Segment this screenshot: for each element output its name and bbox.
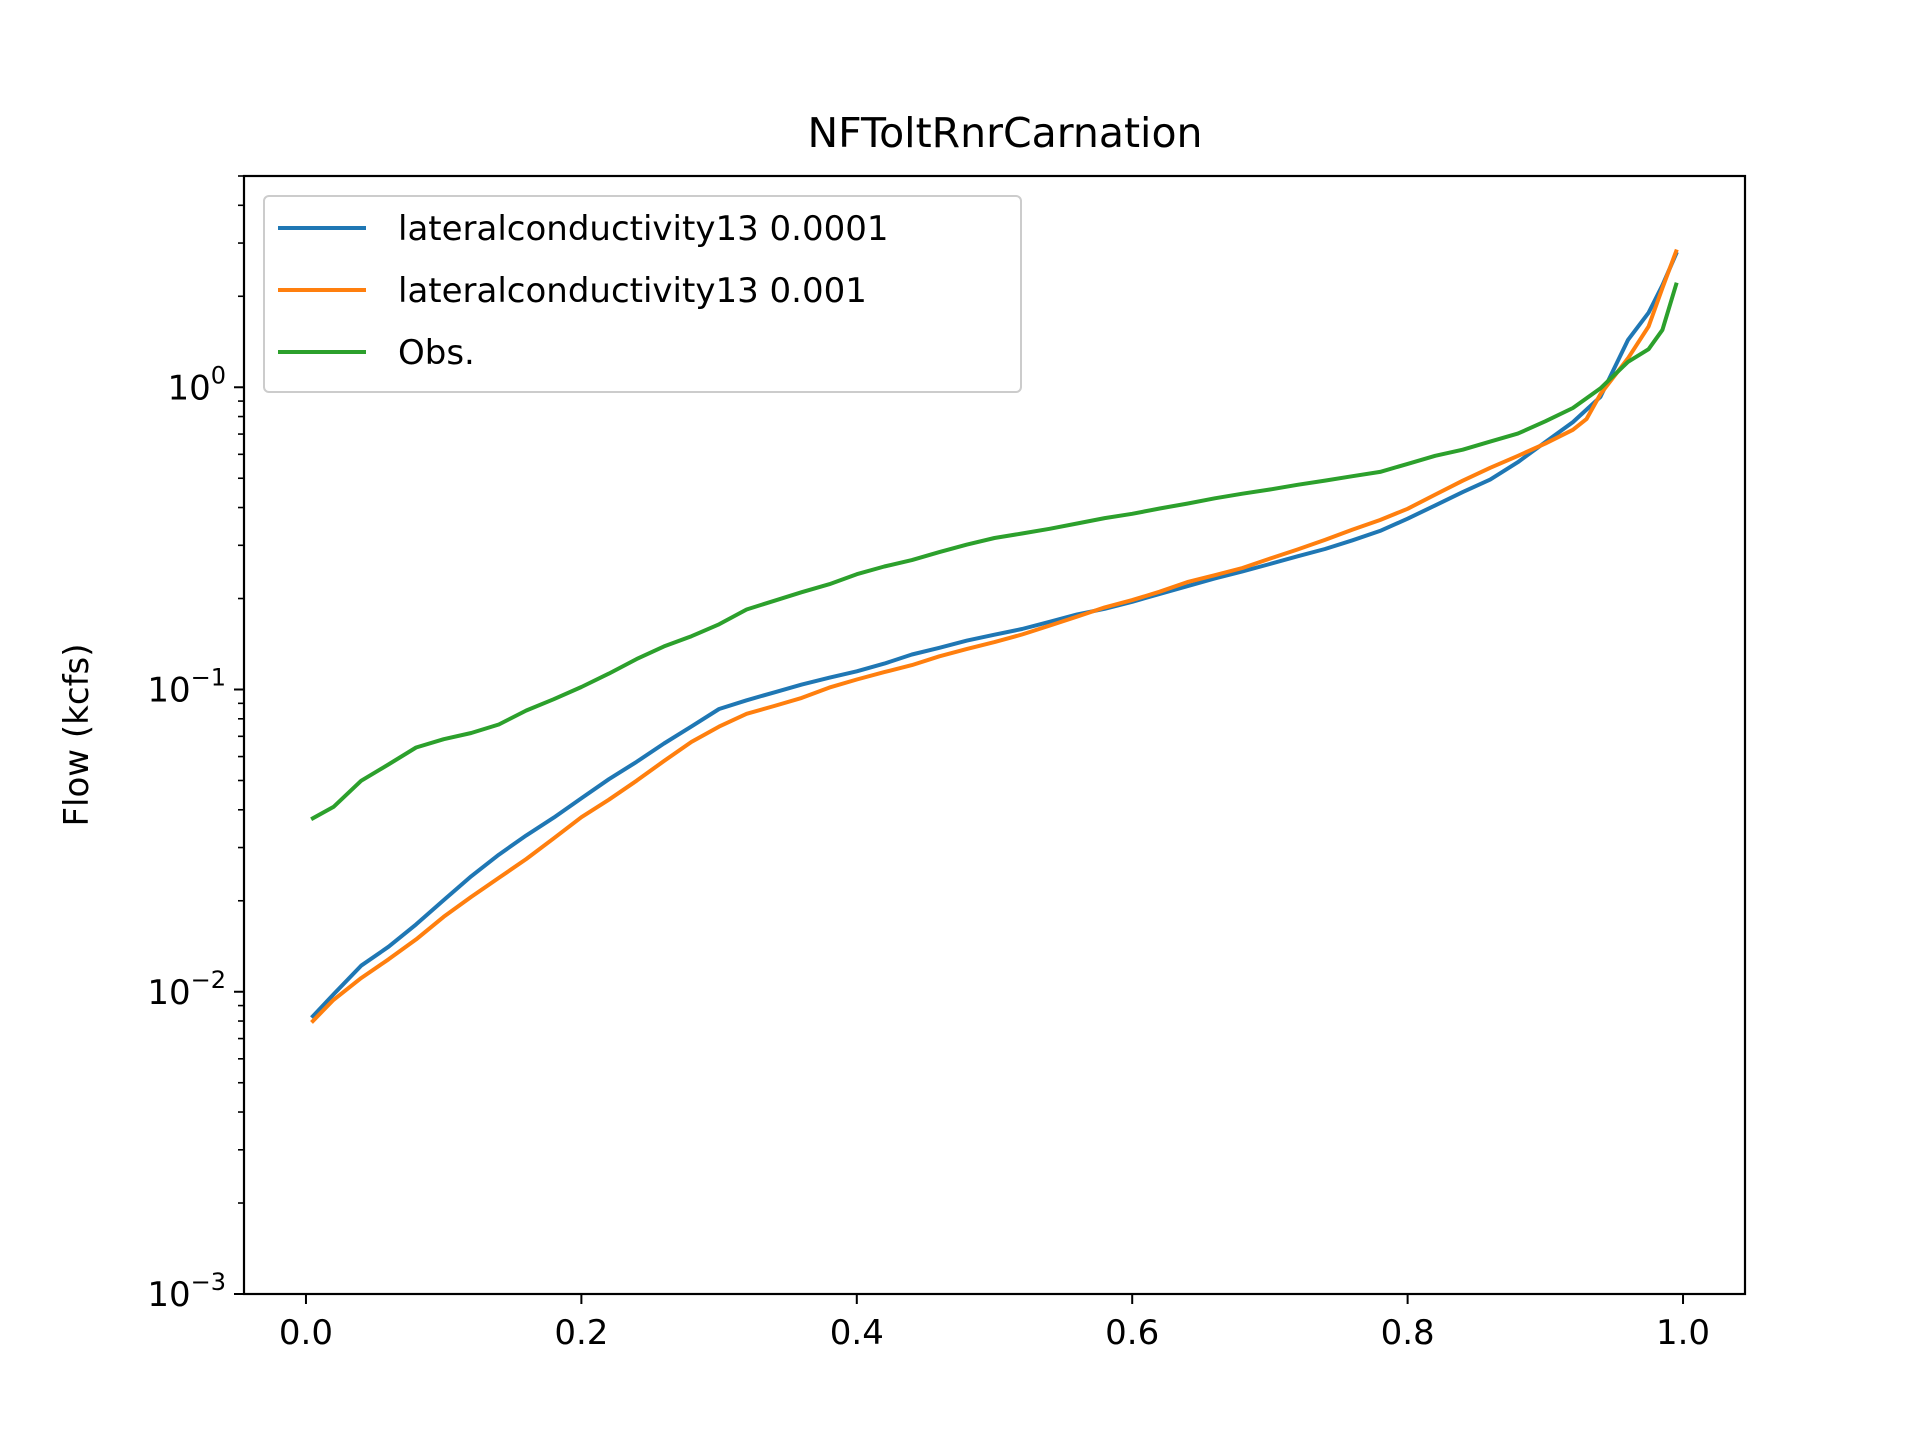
x-tick-label: 1.0 — [1656, 1313, 1710, 1353]
y-tick-label: 10−3 — [147, 1268, 226, 1315]
series-line-3 — [310, 282, 1679, 822]
x-tick-label: 0.4 — [830, 1313, 884, 1353]
legend-label: Obs. — [398, 333, 475, 373]
x-axis: 0.0 0.2 0.4 0.6 0.8 1.0 — [279, 1294, 1710, 1353]
y-axis: 10−3 10−2 10−1 100 — [147, 175, 244, 1315]
series-layer — [310, 248, 1679, 1024]
series-line-2 — [310, 248, 1679, 1024]
x-tick-label: 0.6 — [1105, 1313, 1159, 1353]
y-tick-label: 10−2 — [147, 966, 226, 1013]
y-tick-label: 100 — [167, 361, 226, 408]
y-tick-label: 10−1 — [147, 664, 226, 711]
legend: lateralconductivity13 0.0001 lateralcondu… — [263, 195, 1022, 393]
legend-frame — [263, 195, 1022, 393]
y-axis-label: Flow (kcfs) — [57, 643, 97, 826]
series-line-1 — [310, 251, 1679, 1020]
legend-label: lateralconductivity13 0.001 — [398, 271, 867, 311]
x-tick-label: 0.0 — [279, 1313, 333, 1353]
legend-label: lateralconductivity13 0.0001 — [398, 209, 889, 249]
chart-title: NFToltRnrCarnation — [807, 109, 1202, 157]
x-tick-label: 0.8 — [1381, 1313, 1435, 1353]
x-tick-label: 0.2 — [554, 1313, 608, 1353]
plot-frame — [242, 174, 1747, 1296]
